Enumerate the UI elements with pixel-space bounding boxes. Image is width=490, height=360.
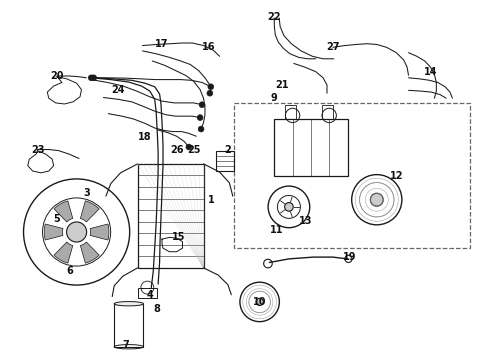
Text: 10: 10 (253, 297, 267, 307)
Polygon shape (54, 201, 73, 222)
Text: 23: 23 (31, 144, 44, 154)
Text: 7: 7 (122, 340, 129, 350)
Circle shape (198, 126, 204, 132)
Polygon shape (80, 242, 99, 263)
Bar (216, 151, 234, 171)
Bar (274, 119, 347, 176)
Text: 5: 5 (54, 215, 60, 224)
Bar (138, 164, 203, 268)
Bar (114, 304, 144, 347)
Circle shape (197, 115, 203, 121)
Polygon shape (54, 242, 73, 263)
Text: 16: 16 (202, 42, 215, 52)
Text: 25: 25 (187, 144, 200, 154)
Text: 19: 19 (343, 252, 357, 262)
Text: 27: 27 (326, 42, 340, 52)
Text: 8: 8 (154, 304, 161, 314)
Circle shape (91, 75, 97, 81)
Text: 2: 2 (224, 144, 231, 154)
Circle shape (207, 90, 213, 96)
Text: 4: 4 (147, 290, 153, 300)
Polygon shape (90, 224, 109, 240)
Text: 21: 21 (275, 80, 288, 90)
Polygon shape (80, 201, 99, 222)
Circle shape (88, 75, 94, 81)
Bar (138, 288, 157, 298)
Bar (234, 103, 469, 248)
Text: 3: 3 (83, 188, 90, 198)
Text: 6: 6 (66, 266, 73, 276)
Text: 1: 1 (207, 195, 214, 205)
Text: 13: 13 (299, 216, 313, 226)
Text: 9: 9 (271, 93, 278, 103)
Ellipse shape (114, 302, 144, 306)
Bar (322, 105, 333, 119)
Circle shape (186, 144, 192, 150)
Circle shape (208, 84, 214, 90)
Text: 15: 15 (172, 232, 186, 242)
Text: 11: 11 (270, 225, 284, 235)
Text: 18: 18 (138, 132, 152, 142)
Text: 20: 20 (50, 71, 64, 81)
Text: 24: 24 (111, 85, 125, 95)
Circle shape (285, 203, 293, 211)
Circle shape (199, 102, 205, 108)
Circle shape (256, 298, 263, 306)
Circle shape (67, 222, 87, 242)
Text: 22: 22 (268, 12, 281, 22)
Text: 14: 14 (424, 67, 437, 77)
Bar (285, 105, 296, 119)
Text: 17: 17 (155, 39, 169, 49)
Text: 12: 12 (390, 171, 403, 181)
Circle shape (370, 193, 383, 206)
Text: 26: 26 (170, 144, 183, 154)
Polygon shape (44, 224, 63, 240)
